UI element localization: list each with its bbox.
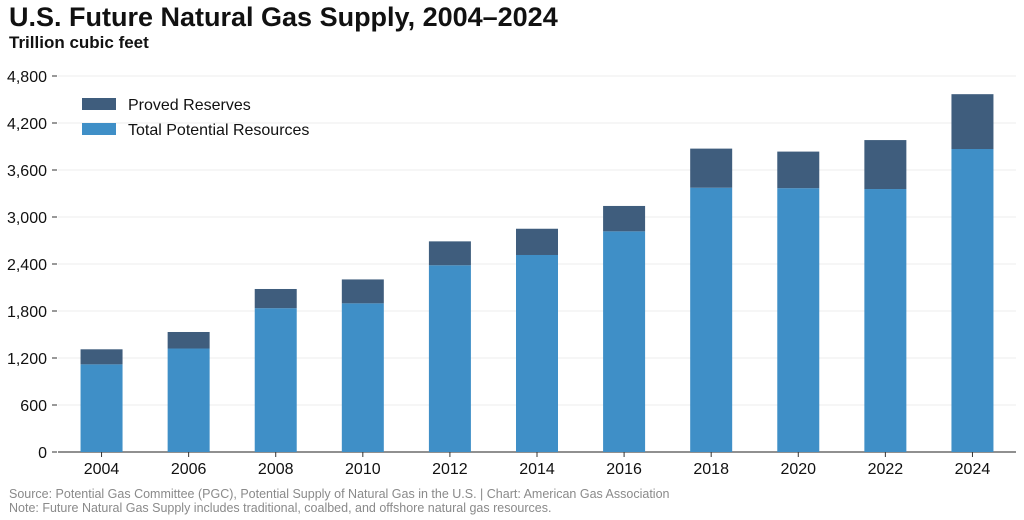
bar-proved-reserves bbox=[428, 241, 471, 266]
bar-proved-reserves bbox=[864, 140, 907, 190]
y-tick-label: 3,000 bbox=[7, 210, 47, 227]
bar-proved-reserves bbox=[951, 94, 994, 150]
bar-total-potential-resources bbox=[864, 189, 907, 452]
bar-total-potential-resources bbox=[254, 308, 297, 452]
x-tick-label: 2018 bbox=[693, 461, 729, 478]
y-tick-label: 1,800 bbox=[7, 304, 47, 321]
bar-proved-reserves bbox=[690, 148, 733, 188]
x-tick-label: 2004 bbox=[84, 461, 120, 478]
bar-total-potential-resources bbox=[690, 187, 733, 452]
x-tick-label: 2006 bbox=[171, 461, 207, 478]
legend-label-proved-reserves: Proved Reserves bbox=[128, 97, 251, 114]
bar-total-potential-resources bbox=[80, 364, 123, 452]
legend-swatch-proved-reserves bbox=[82, 98, 116, 110]
footnote: Note: Future Natural Gas Supply includes… bbox=[9, 501, 552, 515]
source-note: Source: Potential Gas Committee (PGC), P… bbox=[9, 487, 670, 501]
x-tick-label: 2008 bbox=[258, 461, 294, 478]
y-tick-label: 600 bbox=[20, 398, 47, 415]
y-tick-label: 2,400 bbox=[7, 257, 47, 274]
y-tick-label: 4,800 bbox=[7, 69, 47, 86]
bar-chart: 0 600 1,200 1,800 2,400 3,000 3,600 4,200 4,800 2… bbox=[7, 69, 1016, 478]
bar-total-potential-resources bbox=[516, 254, 558, 452]
legend-label-total-potential-resources: Total Potential Resources bbox=[128, 122, 309, 139]
y-tick-label: 0 bbox=[38, 445, 47, 462]
x-tick-label: 2016 bbox=[606, 461, 642, 478]
bar-proved-reserves bbox=[516, 228, 558, 255]
x-tick-label: 2020 bbox=[780, 461, 816, 478]
bar-proved-reserves bbox=[254, 288, 297, 309]
x-tick-label: 2024 bbox=[955, 461, 991, 478]
chart-subtitle: Trillion cubic feet bbox=[9, 33, 149, 52]
bar-total-potential-resources bbox=[428, 265, 471, 452]
x-tick-label: 2022 bbox=[868, 461, 904, 478]
y-tick-label: 3,600 bbox=[7, 163, 47, 180]
y-tick-label: 1,200 bbox=[7, 351, 47, 368]
x-tick-label: 2012 bbox=[432, 461, 468, 478]
bar-proved-reserves bbox=[603, 205, 646, 232]
bar-total-potential-resources bbox=[951, 149, 994, 453]
bar-proved-reserves bbox=[341, 279, 384, 304]
bar-proved-reserves bbox=[167, 331, 210, 349]
x-tick-label: 2014 bbox=[519, 461, 555, 478]
bar-total-potential-resources bbox=[167, 348, 210, 452]
bar-total-potential-resources bbox=[777, 188, 820, 452]
chart-title: U.S. Future Natural Gas Supply, 2004–202… bbox=[9, 2, 558, 32]
x-tick-label: 2010 bbox=[345, 461, 381, 478]
bar-proved-reserves bbox=[80, 349, 123, 365]
legend-swatch-total-potential-resources bbox=[82, 123, 116, 135]
bar-proved-reserves bbox=[777, 151, 820, 189]
bar-total-potential-resources bbox=[603, 231, 646, 452]
bar-total-potential-resources bbox=[341, 303, 384, 452]
y-tick-label: 4,200 bbox=[7, 116, 47, 133]
